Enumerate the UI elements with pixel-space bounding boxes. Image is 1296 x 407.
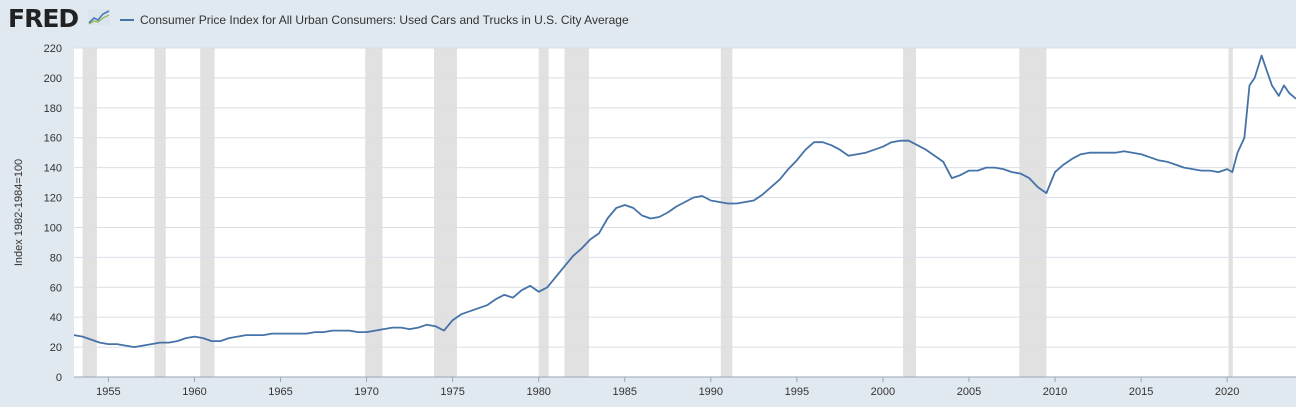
x-tick-label: 2005: [957, 386, 981, 398]
fred-logo[interactable]: FRED: [8, 4, 79, 33]
series-line[interactable]: [73, 54, 1296, 349]
y-tick-label: 140: [44, 163, 62, 175]
x-tick-label: 1990: [699, 386, 723, 398]
x-tick-label: 1960: [182, 386, 206, 398]
x-tick-label: 1975: [440, 386, 464, 398]
x-tick-label: 2010: [1043, 386, 1067, 398]
x-tick-label: 2015: [1129, 386, 1153, 398]
y-tick-label: 60: [50, 282, 62, 294]
x-tick-label: 1970: [354, 386, 378, 398]
recession-band: [720, 48, 733, 377]
y-tick-label: 20: [50, 342, 62, 354]
y-tick-label: 160: [44, 133, 62, 145]
x-tick-label: 1995: [785, 386, 809, 398]
chart-header: FRED Consumer Price Index for All Urban …: [0, 0, 1296, 40]
recession-band: [434, 48, 457, 377]
x-tick-label: 2000: [871, 386, 895, 398]
recession-band: [154, 48, 166, 377]
plot-area: [74, 48, 1296, 377]
y-tick-label: 180: [44, 103, 62, 115]
y-tick-label: 200: [44, 73, 62, 85]
legend-series-label[interactable]: Consumer Price Index for All Urban Consu…: [140, 13, 629, 27]
legend-line-swatch: [120, 19, 134, 21]
y-tick-label: 100: [44, 222, 62, 234]
recession-band: [538, 48, 549, 377]
x-tick-label: 1955: [96, 386, 120, 398]
fred-chart-trend-icon: [88, 9, 110, 25]
y-tick-label: 220: [44, 43, 62, 55]
y-tick-label: 0: [56, 372, 62, 384]
x-tick-label: 1965: [268, 386, 292, 398]
x-tick-label: 1980: [526, 386, 550, 398]
recession-band: [200, 48, 215, 377]
x-tick-label: 2020: [1215, 386, 1239, 398]
recession-band: [82, 48, 97, 377]
y-tick-label: 80: [50, 252, 62, 264]
recession-band: [903, 48, 916, 377]
recession-band: [1019, 48, 1047, 377]
recession-band: [365, 48, 383, 377]
y-tick-label: 120: [44, 193, 62, 205]
recession-band: [1228, 48, 1233, 377]
x-tick-label: 1985: [613, 386, 637, 398]
recession-band: [564, 48, 589, 377]
y-tick-label: 40: [50, 312, 62, 324]
y-axis-title: Index 1982-1984=100: [13, 159, 25, 266]
